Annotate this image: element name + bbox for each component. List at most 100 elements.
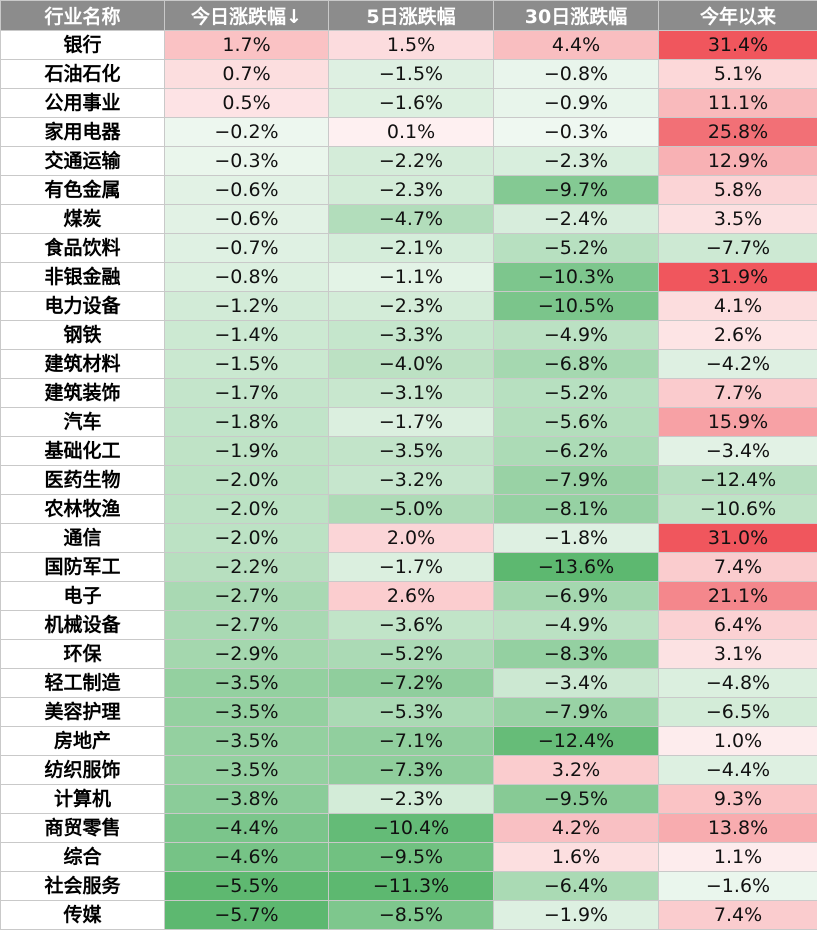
30day-change-cell: −12.4% — [494, 727, 659, 756]
industry-name-cell: 医药生物 — [1, 466, 165, 495]
table-row: 建筑材料−1.5%−4.0%−6.8%−4.2% — [1, 350, 817, 379]
today-change-cell: 1.7% — [165, 31, 329, 60]
30day-change-cell: 1.6% — [494, 843, 659, 872]
30day-change-cell: −10.5% — [494, 292, 659, 321]
industry-name-cell: 轻工制造 — [1, 669, 165, 698]
5day-change-cell: −2.3% — [329, 176, 494, 205]
industry-name-cell: 电力设备 — [1, 292, 165, 321]
today-change-cell: −2.7% — [165, 582, 329, 611]
30day-change-cell: −6.8% — [494, 350, 659, 379]
ytd-change-cell: 6.4% — [659, 611, 817, 640]
30day-change-cell: −9.7% — [494, 176, 659, 205]
industry-name-cell: 房地产 — [1, 727, 165, 756]
30day-change-cell: −4.9% — [494, 321, 659, 350]
header-row: 行业名称 今日涨跌幅↓ 5日涨跌幅 30日涨跌幅 今年以来 — [1, 1, 817, 31]
5day-change-cell: 0.1% — [329, 118, 494, 147]
5day-change-cell: 2.0% — [329, 524, 494, 553]
ytd-change-cell: 7.7% — [659, 379, 817, 408]
today-change-cell: −0.8% — [165, 263, 329, 292]
header-industry-name[interactable]: 行业名称 — [1, 1, 165, 31]
30day-change-cell: −3.4% — [494, 669, 659, 698]
table-row: 国防军工−2.2%−1.7%−13.6%7.4% — [1, 553, 817, 582]
today-change-cell: −2.0% — [165, 524, 329, 553]
industry-name-cell: 传媒 — [1, 901, 165, 930]
table-row: 汽车−1.8%−1.7%−5.6%15.9% — [1, 408, 817, 437]
5day-change-cell: −3.5% — [329, 437, 494, 466]
table-row: 机械设备−2.7%−3.6%−4.9%6.4% — [1, 611, 817, 640]
5day-change-cell: 2.6% — [329, 582, 494, 611]
table-row: 医药生物−2.0%−3.2%−7.9%−12.4% — [1, 466, 817, 495]
ytd-change-cell: 2.6% — [659, 321, 817, 350]
header-ytd-change[interactable]: 今年以来 — [659, 1, 817, 31]
5day-change-cell: −8.5% — [329, 901, 494, 930]
30day-change-cell: −6.2% — [494, 437, 659, 466]
industry-name-cell: 商贸零售 — [1, 814, 165, 843]
today-change-cell: −1.2% — [165, 292, 329, 321]
30day-change-cell: −8.3% — [494, 640, 659, 669]
today-change-cell: −1.5% — [165, 350, 329, 379]
industry-name-cell: 建筑材料 — [1, 350, 165, 379]
30day-change-cell: −9.5% — [494, 785, 659, 814]
5day-change-cell: −1.7% — [329, 553, 494, 582]
today-change-cell: −3.5% — [165, 669, 329, 698]
today-change-cell: −1.4% — [165, 321, 329, 350]
today-change-cell: −0.7% — [165, 234, 329, 263]
5day-change-cell: −4.0% — [329, 350, 494, 379]
30day-change-cell: −2.3% — [494, 147, 659, 176]
ytd-change-cell: 15.9% — [659, 408, 817, 437]
table-row: 钢铁−1.4%−3.3%−4.9%2.6% — [1, 321, 817, 350]
industry-name-cell: 社会服务 — [1, 872, 165, 901]
5day-change-cell: −1.5% — [329, 60, 494, 89]
5day-change-cell: −3.6% — [329, 611, 494, 640]
5day-change-cell: −3.2% — [329, 466, 494, 495]
table-row: 建筑装饰−1.7%−3.1%−5.2%7.7% — [1, 379, 817, 408]
today-change-cell: 0.5% — [165, 89, 329, 118]
30day-change-cell: −4.9% — [494, 611, 659, 640]
ytd-change-cell: 7.4% — [659, 553, 817, 582]
today-change-cell: −1.8% — [165, 408, 329, 437]
today-change-cell: −0.3% — [165, 147, 329, 176]
30day-change-cell: −1.8% — [494, 524, 659, 553]
30day-change-cell: −6.9% — [494, 582, 659, 611]
table-row: 轻工制造−3.5%−7.2%−3.4%−4.8% — [1, 669, 817, 698]
ytd-change-cell: −4.2% — [659, 350, 817, 379]
5day-change-cell: −7.3% — [329, 756, 494, 785]
ytd-change-cell: 11.1% — [659, 89, 817, 118]
today-change-cell: −1.7% — [165, 379, 329, 408]
today-change-cell: −2.0% — [165, 495, 329, 524]
table-row: 美容护理−3.5%−5.3%−7.9%−6.5% — [1, 698, 817, 727]
table-row: 计算机−3.8%−2.3%−9.5%9.3% — [1, 785, 817, 814]
30day-change-cell: −0.9% — [494, 89, 659, 118]
industry-name-cell: 交通运输 — [1, 147, 165, 176]
5day-change-cell: −4.7% — [329, 205, 494, 234]
industry-name-cell: 有色金属 — [1, 176, 165, 205]
today-change-cell: −3.5% — [165, 698, 329, 727]
today-change-cell: −3.8% — [165, 785, 329, 814]
ytd-change-cell: 31.9% — [659, 263, 817, 292]
industry-name-cell: 电子 — [1, 582, 165, 611]
ytd-change-cell: 9.3% — [659, 785, 817, 814]
ytd-change-cell: −6.5% — [659, 698, 817, 727]
30day-change-cell: −1.9% — [494, 901, 659, 930]
header-5day-change[interactable]: 5日涨跌幅 — [329, 1, 494, 31]
ytd-change-cell: 31.4% — [659, 31, 817, 60]
5day-change-cell: −2.3% — [329, 785, 494, 814]
today-change-cell: −0.6% — [165, 205, 329, 234]
table-row: 煤炭−0.6%−4.7%−2.4%3.5% — [1, 205, 817, 234]
today-change-cell: −4.6% — [165, 843, 329, 872]
header-30day-change[interactable]: 30日涨跌幅 — [494, 1, 659, 31]
30day-change-cell: 3.2% — [494, 756, 659, 785]
5day-change-cell: 1.5% — [329, 31, 494, 60]
30day-change-cell: −7.9% — [494, 466, 659, 495]
ytd-change-cell: −4.8% — [659, 669, 817, 698]
today-change-cell: −2.0% — [165, 466, 329, 495]
table-row: 交通运输−0.3%−2.2%−2.3%12.9% — [1, 147, 817, 176]
5day-change-cell: −3.3% — [329, 321, 494, 350]
5day-change-cell: −5.2% — [329, 640, 494, 669]
industry-name-cell: 建筑装饰 — [1, 379, 165, 408]
header-today-change[interactable]: 今日涨跌幅↓ — [165, 1, 329, 31]
table-row: 农林牧渔−2.0%−5.0%−8.1%−10.6% — [1, 495, 817, 524]
